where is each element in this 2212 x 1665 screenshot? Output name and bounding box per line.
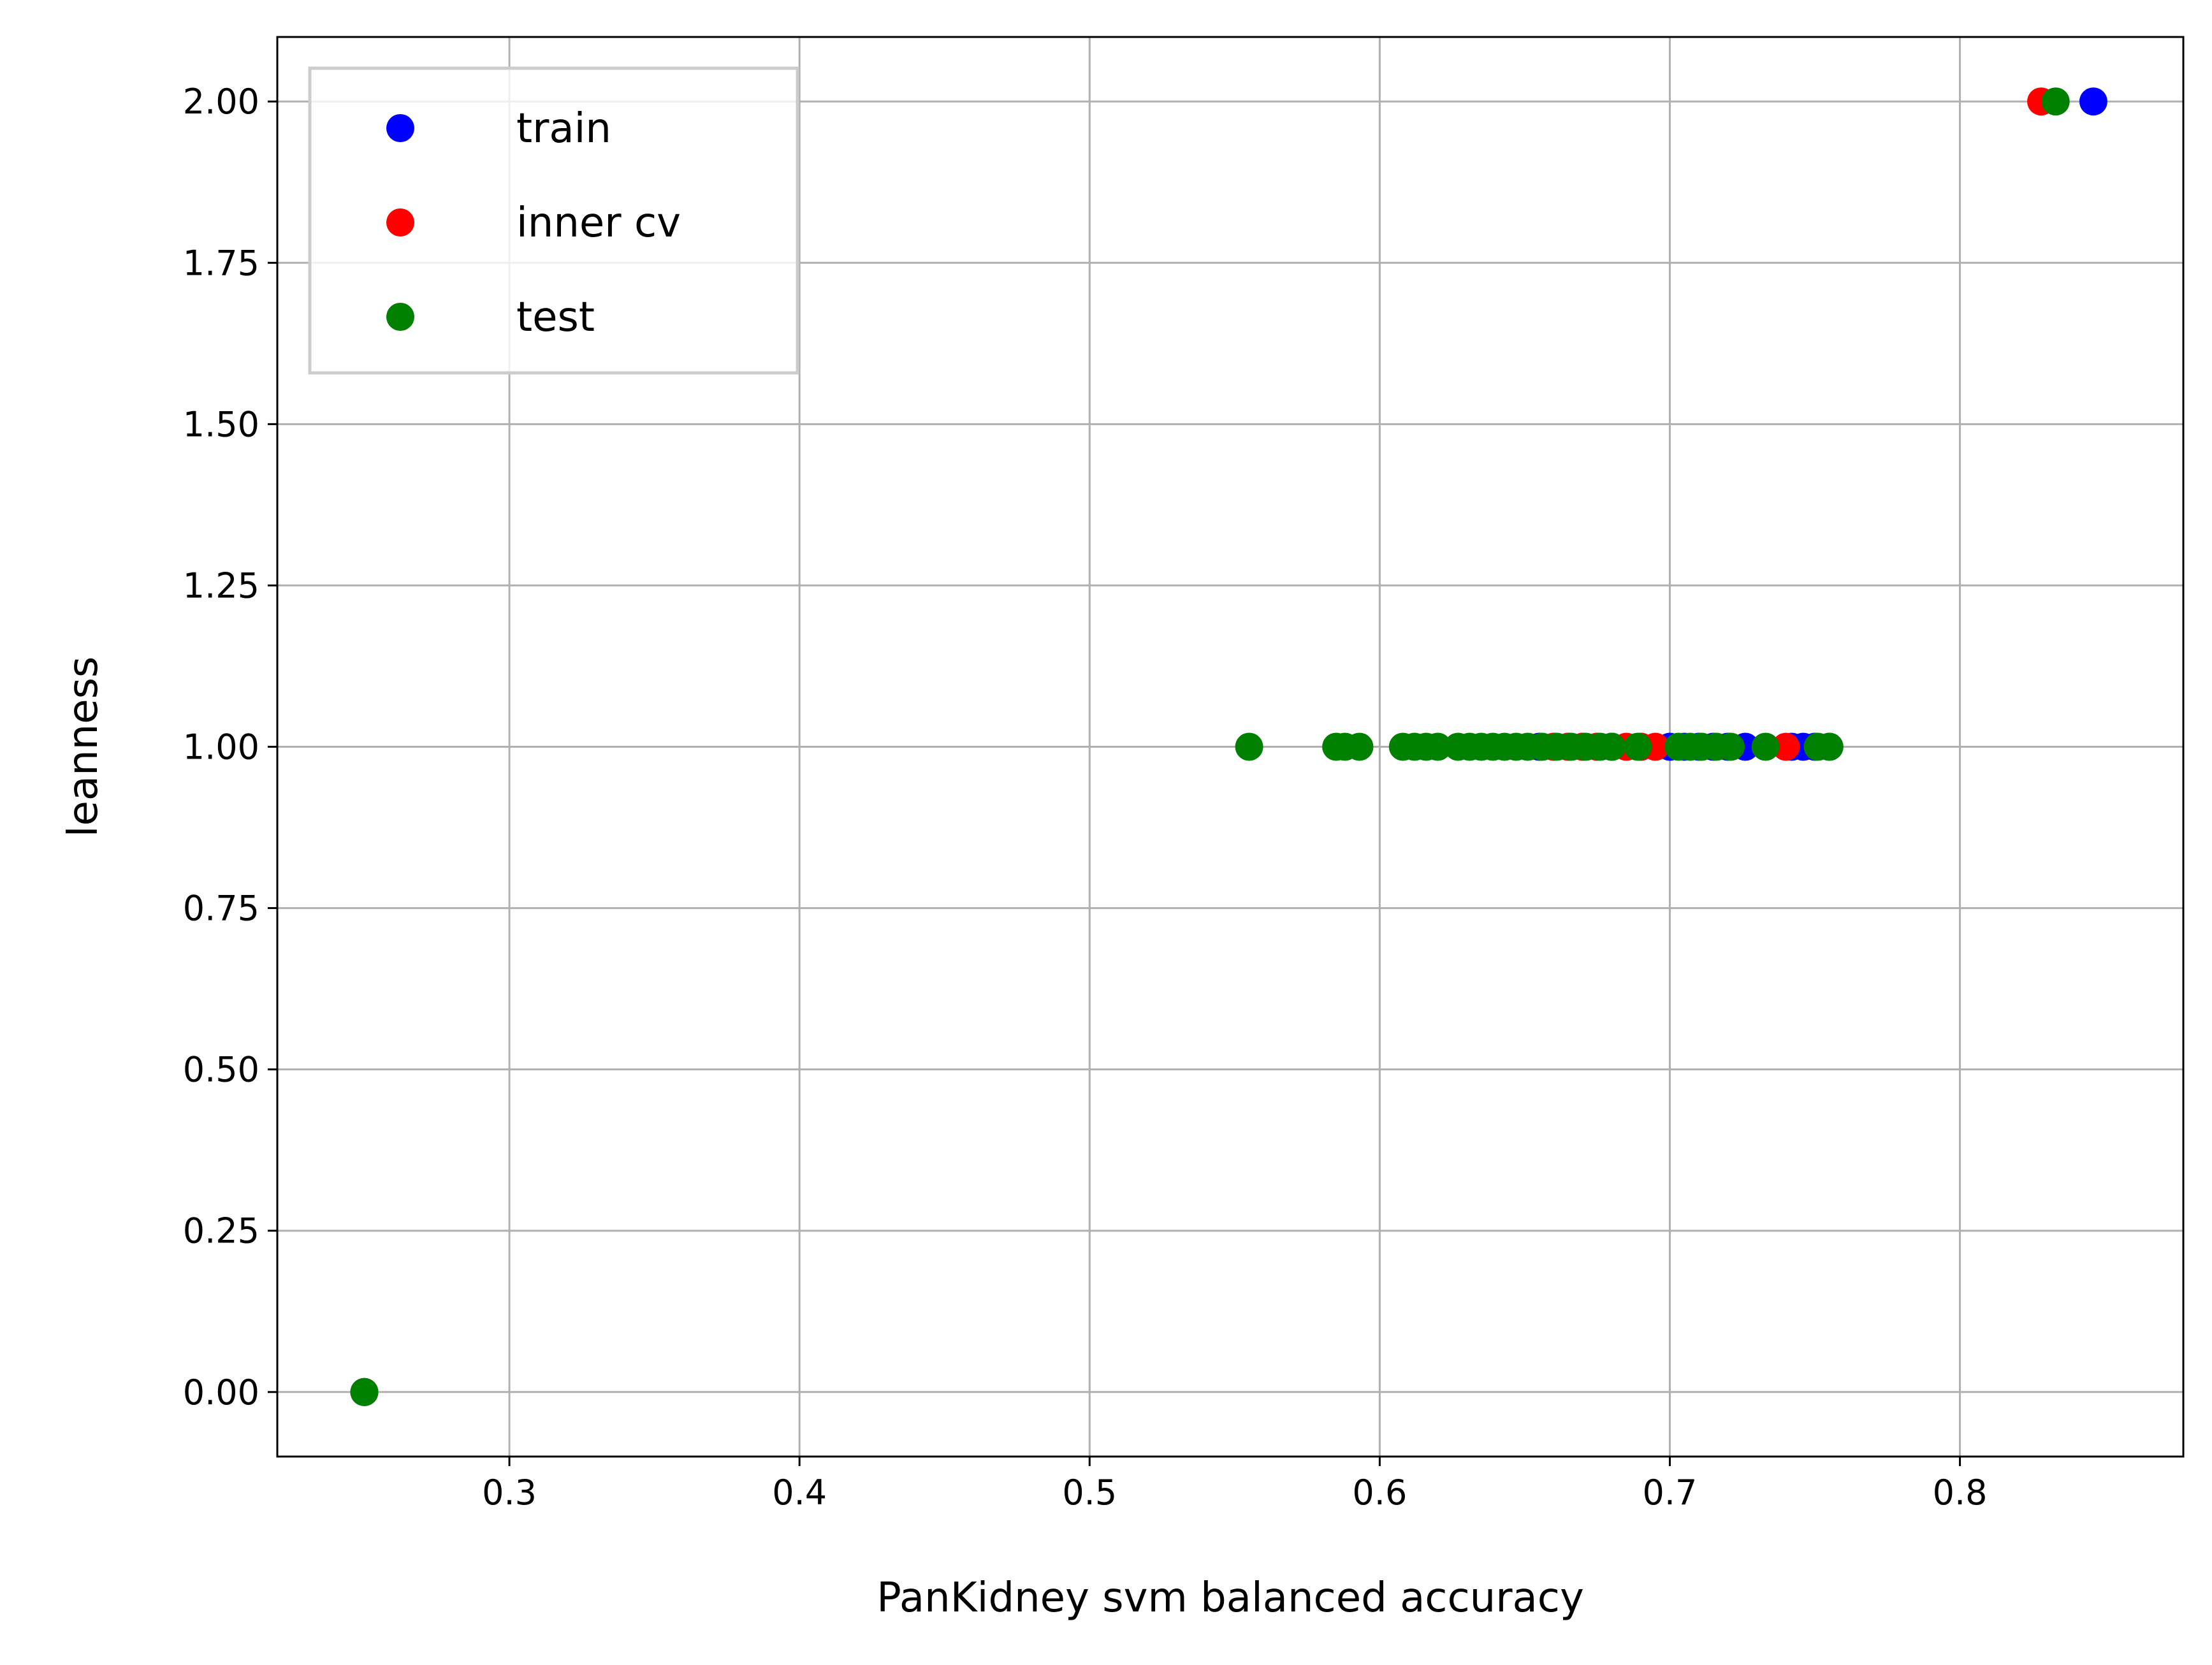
data-point [1772,732,1800,761]
y-axis-label: leanness [60,657,107,838]
data-point [1815,732,1844,761]
y-tick-label: 2.00 [183,82,259,122]
data-point [1423,732,1452,761]
legend-marker [386,208,414,236]
y-tick-label: 1.00 [183,727,259,767]
x-tick-label: 0.8 [1933,1472,1988,1513]
legend-label: train [516,105,611,152]
data-point [1751,732,1780,761]
x-axis-label: PanKidney svm balanced accuracy [877,1574,1584,1622]
y-tick-label: 0.00 [183,1372,259,1413]
legend-label: inner cv [516,200,681,247]
y-tick-label: 0.25 [183,1211,259,1251]
data-point [1597,732,1626,761]
y-tick-label: 1.75 [183,243,259,283]
x-tick-label: 0.6 [1352,1472,1407,1513]
grid [277,37,2183,1457]
data-point [2041,87,2070,116]
series-test [350,87,2070,1406]
data-point [2079,87,2107,116]
data-point [350,1378,379,1406]
x-tick-label: 0.5 [1062,1472,1117,1513]
legend: train inner cv test [308,66,799,375]
data-point [1624,732,1652,761]
x-tick-label: 0.7 [1643,1472,1698,1513]
data-point [1345,732,1374,761]
axis-ticks: 0.3 0.4 0.5 0.6 0.7 0.8 0.00 0.25 0.50 0.75 1.00 1.… [183,82,1988,1513]
legend-marker [386,303,414,331]
y-tick-label: 1.50 [183,404,259,444]
data-point [1235,732,1263,761]
y-tick-label: 0.50 [183,1050,259,1090]
legend-marker [386,114,414,142]
y-tick-label: 0.75 [183,889,259,929]
y-tick-label: 1.25 [183,565,259,606]
x-tick-label: 0.4 [772,1472,827,1513]
data-points [350,87,2107,1406]
x-tick-label: 0.3 [482,1472,537,1513]
legend-label: test [516,294,595,341]
data-point [1717,732,1745,761]
